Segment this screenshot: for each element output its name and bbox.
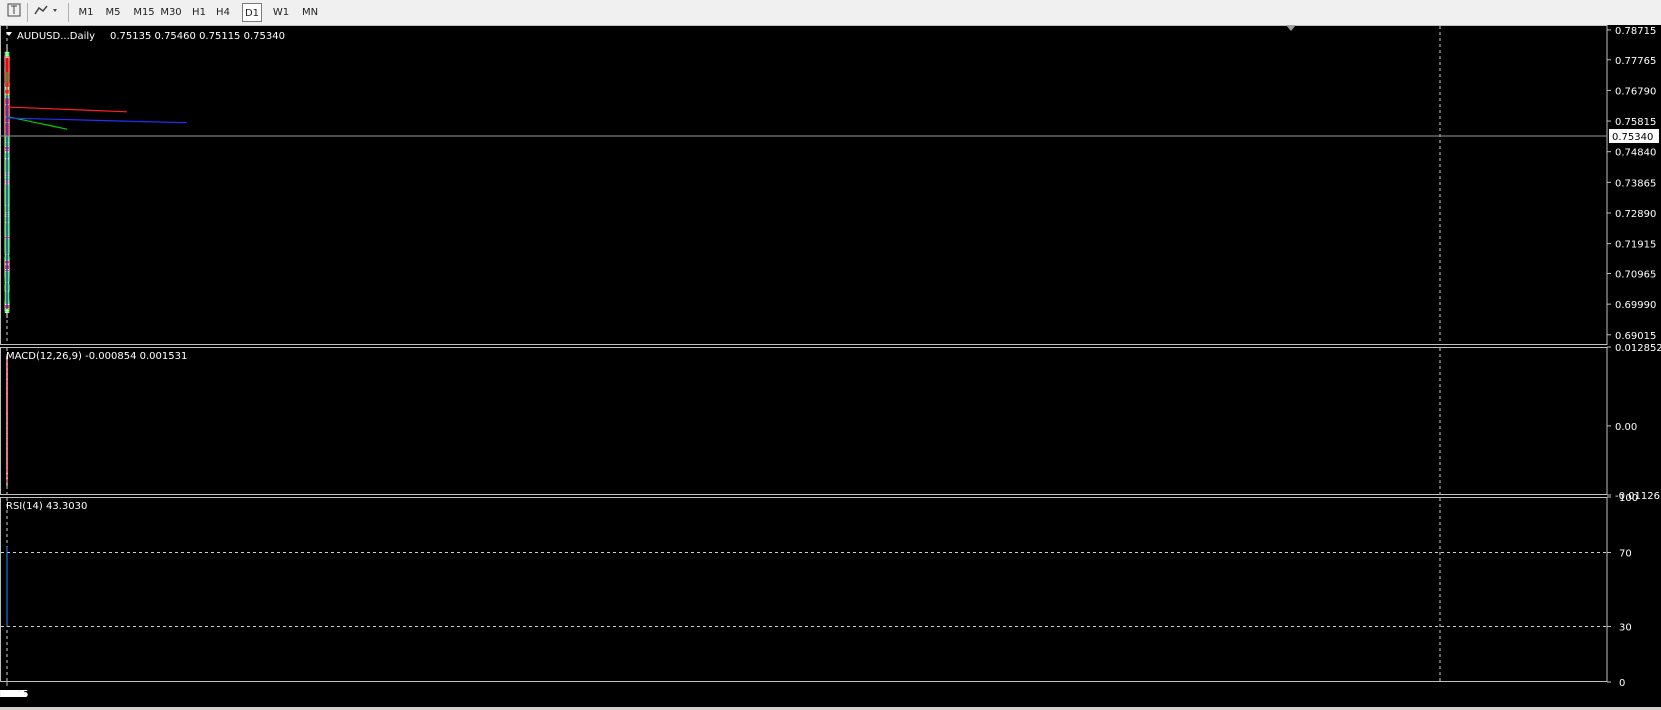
rsi-axis-label: 0 [1619, 678, 1625, 689]
macd-axis-label: 0.012852 [1615, 343, 1661, 354]
chart-background [0, 25, 1661, 707]
timeframe-button-m1[interactable]: M1 [75, 3, 97, 22]
price-chart-title: AUDUSD...Daily [17, 31, 95, 42]
price-axis-label: 0.74840 [1615, 148, 1656, 159]
macd-axis-label: 0.00 [1615, 422, 1637, 433]
timeframe-button-d1[interactable]: D1 [242, 3, 262, 22]
chart-window[interactable]: 0.78715 0.77765 0.76790 0.75815 0.74840 0.738… [0, 25, 1661, 707]
price-axis-label: 0.76790 [1615, 86, 1656, 97]
price-axis-label: 0.77765 [1615, 56, 1656, 67]
macd-title: MACD(12,26,9) -0.000854 0.001531 [6, 351, 187, 362]
current-price-label: 0.75340 [1612, 132, 1653, 143]
rsi-title: RSI(14) 43.3030 [6, 501, 87, 512]
price-axis-label: 0.73865 [1615, 178, 1656, 189]
timeframe-button-h1[interactable]: H1 [189, 3, 209, 22]
line-studies-icon[interactable] [32, 3, 62, 22]
crosshair-tool-icon[interactable] [5, 3, 23, 22]
price-ohlc-label: 0.75135 0.75460 0.75115 0.75340 [110, 31, 285, 42]
timeframe-button-m5[interactable]: M5 [102, 3, 124, 22]
price-axis-label: 0.75815 [1615, 117, 1656, 128]
rsi-axis-label: 30 [1619, 623, 1632, 634]
price-axis-label: 0.71915 [1615, 240, 1656, 251]
chart-canvas[interactable]: 0.78715 0.77765 0.76790 0.75815 0.74840 0.738… [0, 25, 1661, 707]
rsi-axis-label: 100 [1619, 493, 1638, 504]
timeframe-button-m30[interactable]: M30 [158, 3, 184, 22]
rsi-axis-label: 70 [1619, 549, 1632, 560]
price-axis-label: 0.72890 [1615, 209, 1656, 220]
price-axis-label: 0.78715 [1615, 26, 1656, 37]
timeframe-button-m15[interactable]: M15 [131, 3, 157, 22]
time-axis-label: 24 Aug 2016 [0, 689, 27, 700]
timeframe-button-h4[interactable]: H4 [213, 3, 233, 22]
price-axis-label: 0.70965 [1615, 269, 1656, 280]
timeframe-button-w1[interactable]: W1 [269, 3, 293, 22]
price-axis-label: 0.69990 [1615, 300, 1656, 311]
price-axis-label: 0.69015 [1615, 331, 1656, 342]
timeframe-button-mn[interactable]: MN [297, 3, 323, 22]
